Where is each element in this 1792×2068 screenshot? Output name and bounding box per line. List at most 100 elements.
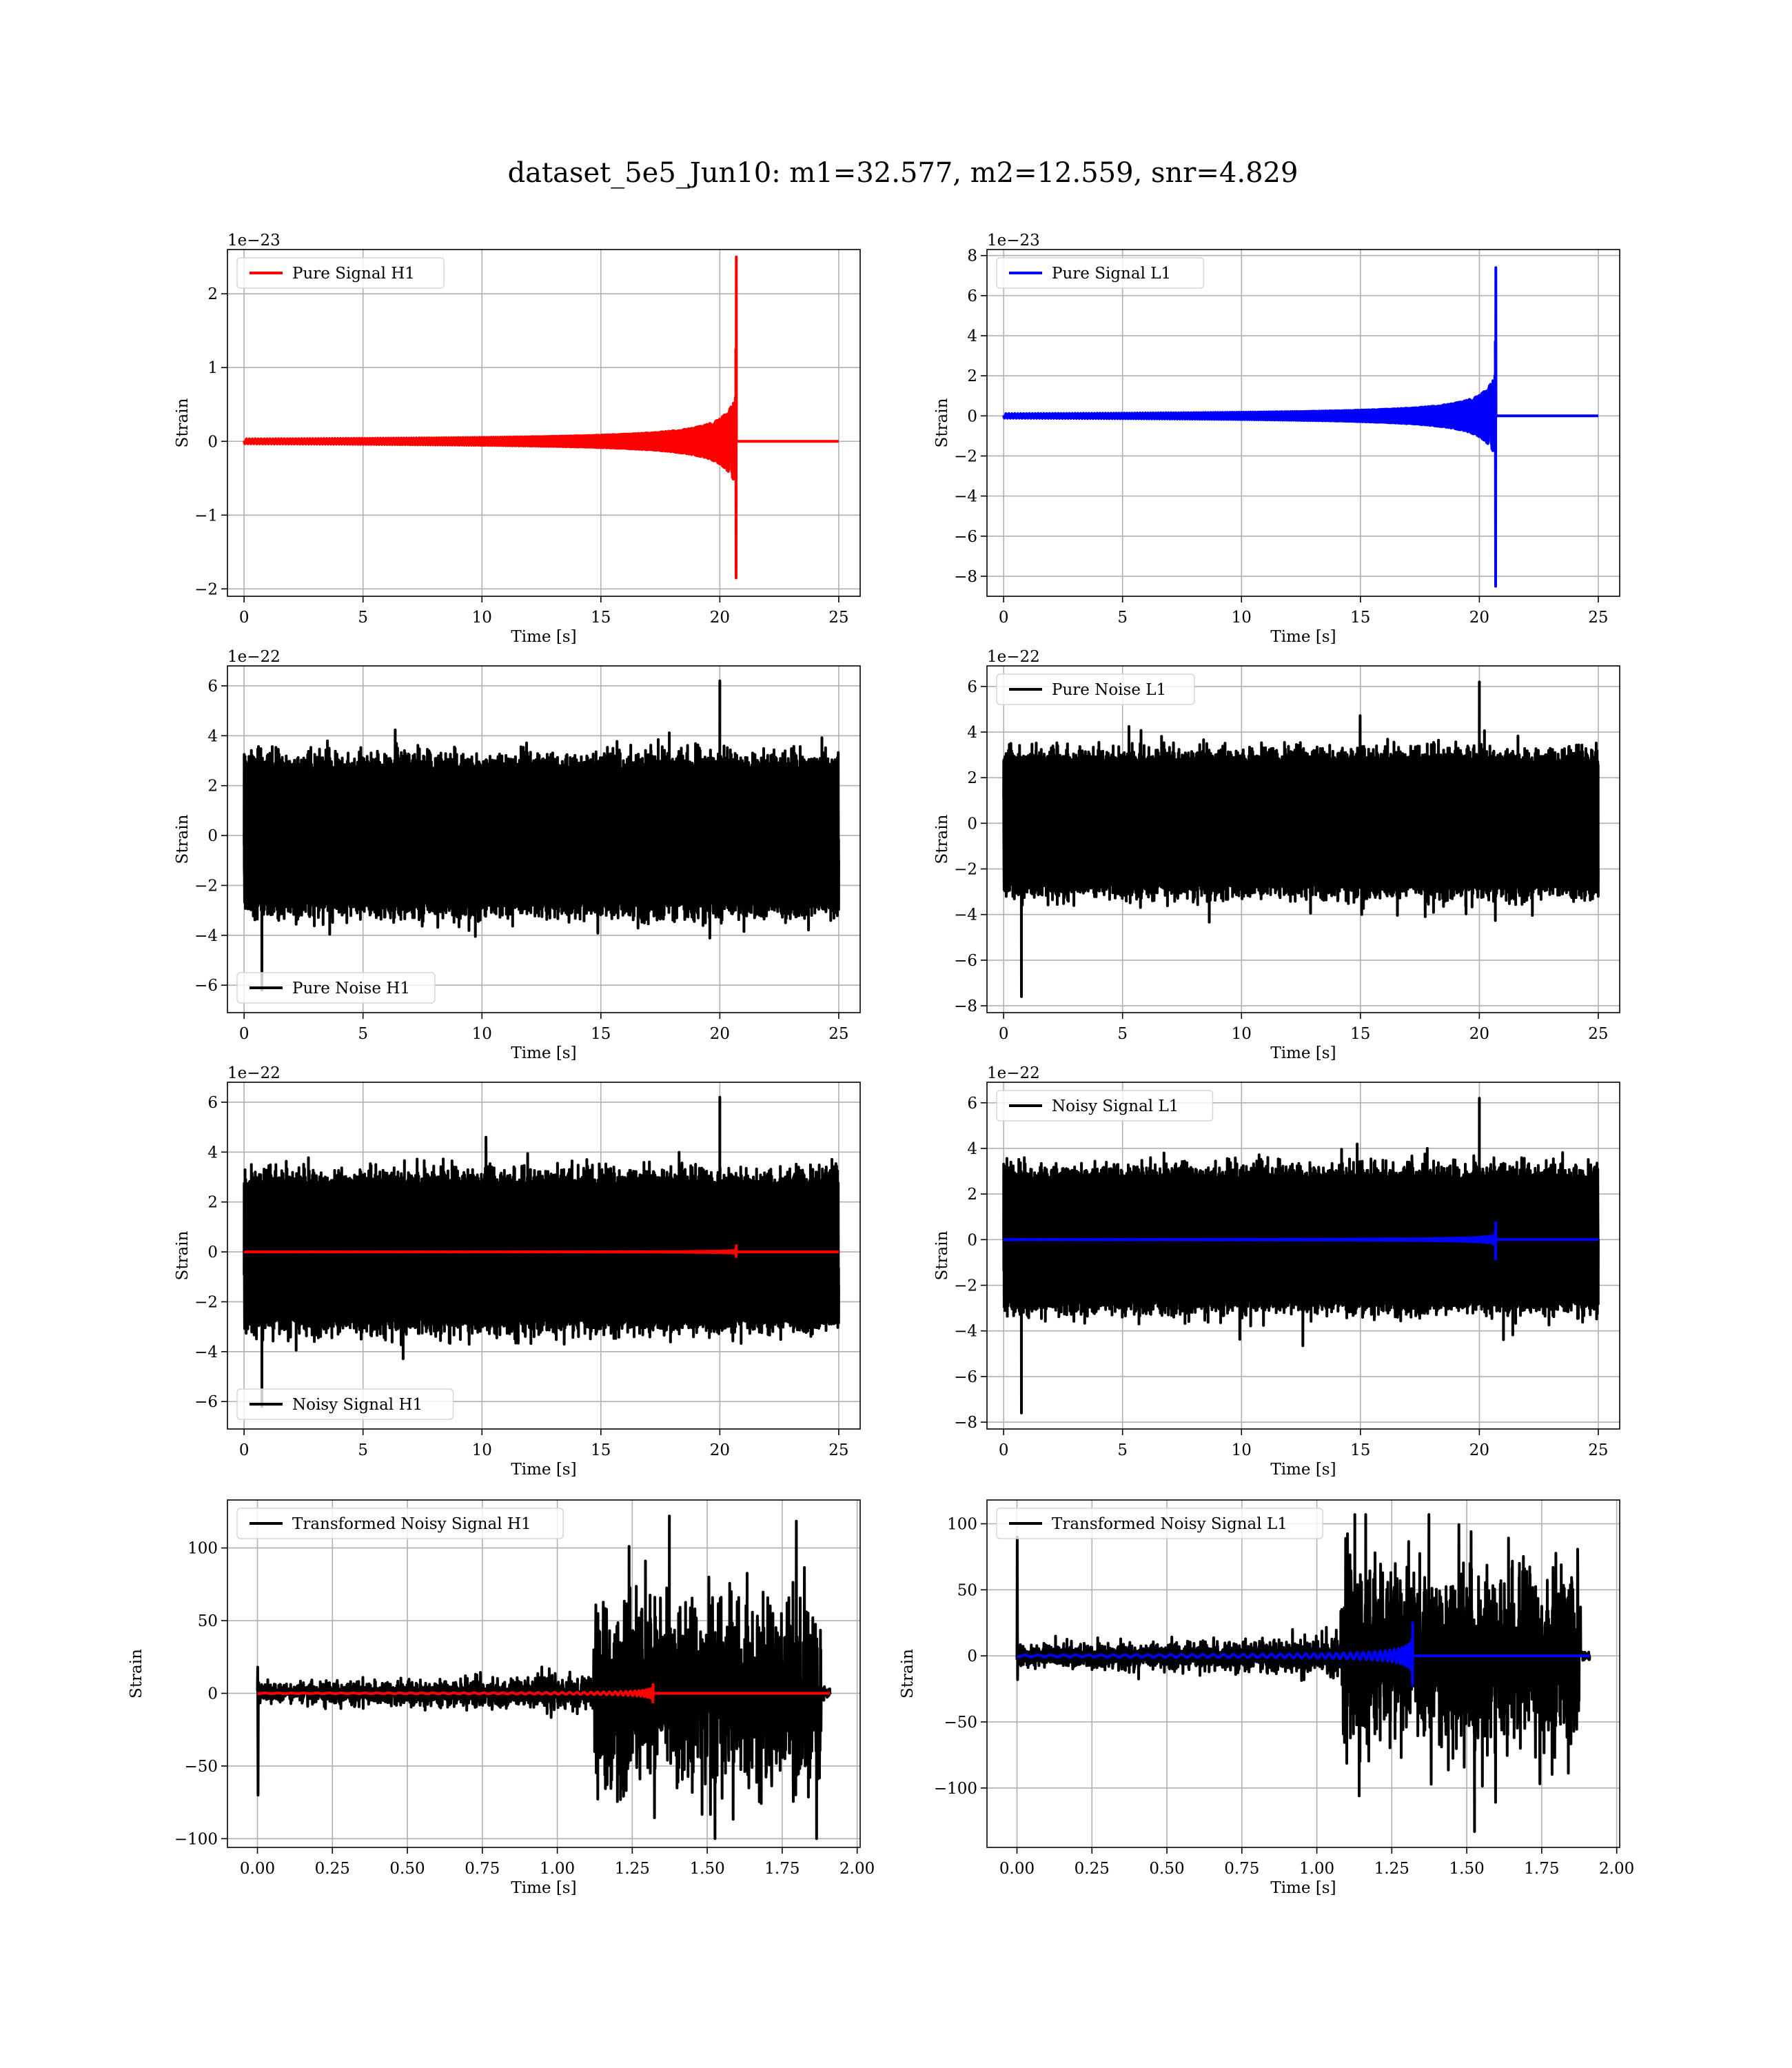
axes-frame bbox=[986, 1499, 1620, 1848]
x-tick-label: 5 bbox=[1117, 1441, 1128, 1459]
subplot-transformed-noisy-signal-l1: 0.00 0.25 0.50 0.75 1.00 1.25 1.50 1.75 2.00 −100… bbox=[899, 1499, 1634, 1897]
x-tick-label: 10 bbox=[1232, 1441, 1252, 1459]
x-tick-label: 1.75 bbox=[1524, 1860, 1559, 1878]
y-tick-label: 0 bbox=[967, 1648, 977, 1665]
legend: Pure Noise L1 bbox=[996, 673, 1195, 705]
series-line-pure-signal-h1 bbox=[243, 255, 839, 580]
legend: Transformed Noisy Signal H1 bbox=[236, 1508, 564, 1539]
x-tick-label: 10 bbox=[472, 609, 492, 627]
y-tick-label: 1 bbox=[207, 359, 218, 377]
series-line-overlay-signal bbox=[1002, 1221, 1598, 1261]
plot-area bbox=[243, 255, 839, 580]
series-line-overlay-signal bbox=[243, 1244, 839, 1258]
series-line-overlay-signal bbox=[1015, 1621, 1590, 1687]
y-tick-label: −4 bbox=[194, 927, 218, 945]
y-tick-label: 6 bbox=[967, 678, 977, 696]
x-tick-label: 0 bbox=[239, 1025, 250, 1043]
plot-area bbox=[256, 1514, 832, 1841]
series-line-transformed-noisy-signal-h1 bbox=[256, 1514, 832, 1841]
axes-frame bbox=[986, 1082, 1620, 1430]
x-tick-label: 25 bbox=[828, 609, 848, 627]
y-tick-label: −8 bbox=[954, 1414, 977, 1432]
x-tick-label: 20 bbox=[710, 1441, 730, 1459]
x-axis-label: Time [s] bbox=[511, 1044, 576, 1062]
y-tick-label: 6 bbox=[207, 1094, 218, 1112]
subplot-pure-signal-l1: 0 5 10 15 20 25 −8 −6 −4 −2 0 2 4 6 8 Time [s] Strain 1e−… bbox=[933, 232, 1620, 646]
y-tick-label: −4 bbox=[954, 488, 977, 506]
x-tick-label: 15 bbox=[591, 1025, 611, 1043]
series-line-pure-noise-l1 bbox=[1002, 680, 1600, 998]
subplot-noisy-signal-l1: 0 5 10 15 20 25 −8 −6 −4 −2 0 2 4 6 Time [s] Strain 1e−2… bbox=[933, 1064, 1620, 1479]
legend-label: Transformed Noisy Signal H1 bbox=[292, 1515, 531, 1533]
y-tick-label: 0 bbox=[967, 407, 977, 425]
legend-box bbox=[236, 972, 436, 1004]
x-tick-label: 15 bbox=[591, 609, 611, 627]
x-tick-label: 2.00 bbox=[839, 1860, 875, 1878]
y-tick-label: −1 bbox=[194, 507, 218, 525]
plot-area bbox=[243, 1095, 840, 1408]
legend-label: Pure Noise H1 bbox=[292, 980, 410, 997]
y-tick-label: −4 bbox=[194, 1344, 218, 1361]
legend: Noisy Signal H1 bbox=[236, 1388, 454, 1420]
legend-label: Pure Noise L1 bbox=[1052, 681, 1166, 699]
y-tick-label: 4 bbox=[967, 327, 977, 345]
x-tick-label: 15 bbox=[591, 1441, 611, 1459]
y-axis-label: Strain bbox=[933, 398, 951, 447]
x-tick-label: 0 bbox=[239, 609, 250, 627]
legend: Noisy Signal L1 bbox=[996, 1090, 1214, 1122]
figure-title: dataset_5e5_Jun10: m1=32.577, m2=12.559,… bbox=[507, 157, 1299, 189]
x-tick-label: 25 bbox=[1588, 1025, 1608, 1043]
y-tick-label: −2 bbox=[954, 447, 977, 465]
x-tick-label: 10 bbox=[1232, 1025, 1252, 1043]
x-tick-label: 1.00 bbox=[540, 1860, 575, 1878]
x-tick-label: 0.50 bbox=[389, 1860, 425, 1878]
x-axis-label: Time [s] bbox=[511, 1461, 576, 1479]
legend: Pure Signal H1 bbox=[236, 257, 445, 289]
y-tick-label: 4 bbox=[967, 1140, 977, 1158]
y-tick-label: −6 bbox=[954, 952, 977, 970]
y-tick-label: −50 bbox=[184, 1758, 218, 1776]
x-tick-label: 10 bbox=[1232, 609, 1252, 627]
y-tick-label: 0 bbox=[207, 433, 218, 451]
y-tick-label: 0 bbox=[967, 1231, 977, 1249]
x-tick-label: 0 bbox=[239, 1441, 250, 1459]
x-tick-label: 0 bbox=[999, 609, 1009, 627]
axis-offset-text: 1e−22 bbox=[987, 648, 1040, 666]
series-line-overlay-signal bbox=[256, 1683, 831, 1704]
series-line-noisy-signal-l1 bbox=[1002, 1097, 1600, 1415]
y-tick-label: −100 bbox=[174, 1830, 218, 1848]
y-tick-label: 2 bbox=[207, 285, 218, 303]
legend-box bbox=[996, 1508, 1323, 1539]
x-axis-label: Time [s] bbox=[1270, 1879, 1336, 1897]
y-tick-label: −8 bbox=[954, 568, 977, 586]
subplot-noisy-signal-h1: 0 5 10 15 20 25 −6 −4 −2 0 2 4 6 Time [s] Strain 1e−22 N… bbox=[174, 1064, 861, 1479]
x-tick-label: 5 bbox=[358, 1441, 368, 1459]
axes-frame bbox=[227, 249, 861, 597]
x-tick-label: 10 bbox=[472, 1441, 492, 1459]
y-axis-label: Strain bbox=[128, 1649, 145, 1699]
axes-frame bbox=[227, 1499, 861, 1848]
x-tick-label: 5 bbox=[358, 1025, 368, 1043]
legend-box bbox=[996, 673, 1195, 705]
y-tick-label: −4 bbox=[954, 1323, 977, 1341]
subplot-pure-signal-h1: 0 5 10 15 20 25 −2 −1 0 1 2 Time [s] Strain 1e−23 Pure… bbox=[174, 232, 861, 646]
subplot-pure-noise-l1: 0 5 10 15 20 25 −8 −6 −4 −2 0 2 4 6 Time [s] Strain 1e−2… bbox=[933, 648, 1620, 1062]
x-axis-label: Time [s] bbox=[1270, 628, 1336, 646]
x-tick-label: 0.75 bbox=[1224, 1860, 1259, 1878]
x-tick-label: 20 bbox=[1469, 609, 1489, 627]
series-line-transformed-noisy-signal-l1 bbox=[1015, 1513, 1591, 1833]
y-tick-label: 0 bbox=[207, 827, 218, 845]
grid bbox=[987, 250, 1620, 596]
plot-area bbox=[1002, 1097, 1600, 1415]
y-tick-label: −6 bbox=[954, 528, 977, 546]
y-tick-label: 2 bbox=[207, 1194, 218, 1212]
y-axis-label: Strain bbox=[174, 814, 192, 864]
y-tick-label: −2 bbox=[194, 580, 218, 598]
x-tick-label: 1.25 bbox=[615, 1860, 650, 1878]
y-tick-label: 6 bbox=[967, 1095, 977, 1113]
x-tick-label: 15 bbox=[1350, 1441, 1370, 1459]
y-tick-label: −6 bbox=[194, 1393, 218, 1411]
y-tick-label: 0 bbox=[207, 1685, 218, 1703]
y-tick-label: 100 bbox=[187, 1540, 218, 1558]
